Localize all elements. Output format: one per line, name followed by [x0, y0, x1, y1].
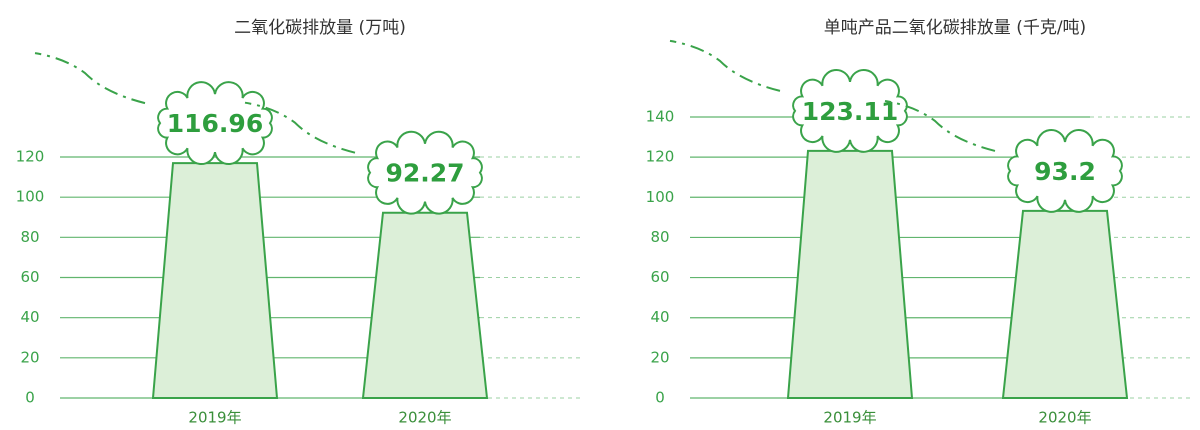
y-tick-label: 80: [20, 228, 39, 246]
bar: [786, 149, 914, 399]
y-tick-label: 120: [16, 148, 45, 166]
x-tick-label: 2020年: [1038, 409, 1091, 427]
y-tick-label: 0: [25, 389, 35, 407]
y-tick-label: 100: [646, 188, 675, 206]
cloud: [367, 130, 483, 215]
cloud: [1007, 129, 1123, 213]
y-tick-label: 40: [650, 308, 669, 326]
value-label: 92.27: [385, 159, 464, 188]
chart-title: 单吨产品二氧化碳排放量 (千克/吨): [824, 18, 1086, 38]
bar: [361, 211, 489, 399]
y-tick-label: 80: [650, 228, 669, 246]
value-label: 116.96: [167, 109, 263, 138]
y-tick-label: 60: [650, 268, 669, 286]
y-tick-label: 100: [16, 188, 45, 206]
bar: [1001, 209, 1129, 399]
smoke: [34, 52, 146, 105]
smoke: [669, 39, 781, 92]
smoke: [244, 101, 356, 154]
y-tick-label: 140: [646, 108, 675, 126]
y-tick-label: 0: [655, 389, 665, 407]
x-tick-label: 2019年: [188, 409, 241, 427]
y-tick-label: 40: [20, 308, 39, 326]
value-label: 123.11: [802, 97, 898, 126]
bar: [151, 162, 279, 399]
value-label: 93.2: [1034, 157, 1096, 186]
cloud: [792, 68, 908, 153]
x-tick-label: 2020年: [398, 409, 451, 427]
y-tick-label: 20: [650, 348, 669, 366]
chart-title: 二氧化碳排放量 (万吨): [234, 18, 406, 38]
y-tick-label: 60: [20, 268, 39, 286]
y-tick-label: 20: [20, 348, 39, 366]
y-tick-label: 120: [646, 148, 675, 166]
smoke: [884, 99, 996, 152]
cloud: [157, 81, 273, 166]
x-tick-label: 2019年: [823, 409, 876, 427]
